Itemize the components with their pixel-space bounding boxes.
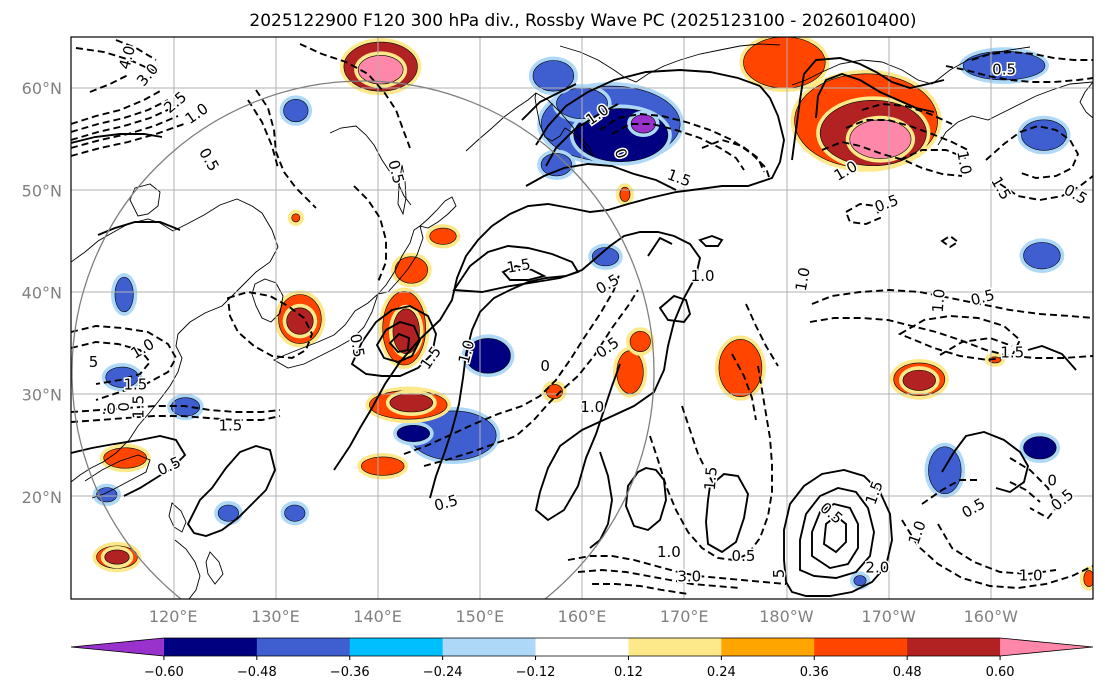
divergence-blob (853, 575, 867, 587)
longitude-tick-label: 160°E (558, 607, 607, 626)
divergence-blob (360, 456, 405, 476)
divergence-blob (619, 186, 631, 202)
colorbar-swatch (163, 638, 258, 656)
reference-circle (71, 80, 655, 599)
divergence-blob (389, 393, 434, 413)
contour-label: 0 (115, 402, 133, 412)
divergence-blob (629, 330, 651, 353)
rossby-wave-contours-positive (71, 57, 1077, 597)
colorbar-tick-label: 0.24 (707, 665, 736, 680)
contour-label: 0 (1047, 471, 1057, 489)
contour-label: 3.0 (677, 568, 701, 586)
divergence-blob (532, 60, 575, 92)
colorbar-tick-label: −0.48 (237, 665, 277, 680)
divergence-blob (291, 213, 301, 223)
colorbar-tick-label: 0.60 (986, 665, 1015, 680)
colorbar-tick-label: −0.36 (330, 665, 370, 680)
colorbar-tick-label: 0.48 (893, 665, 922, 680)
longitude-labels: 120°E 130°E 140°E 150°E 160°E 170°E 180°W 170°W… (149, 607, 1018, 626)
colorbar-swatch (535, 638, 629, 656)
colorbar-swatch (71, 638, 164, 656)
contour-label: 1.0 (953, 149, 975, 176)
divergence-blob (394, 256, 428, 284)
longitude-tick-label: 140°E (353, 607, 402, 626)
contour-label: 1.5 (129, 395, 147, 419)
colorbar-tick-label: 0.36 (800, 665, 829, 680)
contour-label: 1.0 (580, 398, 604, 416)
rossby-wave-contours-negative (71, 39, 1093, 595)
colorbar-swatch (442, 638, 537, 656)
latitude-tick-label: 50°N (22, 181, 62, 200)
contour-label: 1.0 (657, 543, 681, 561)
longitude-tick-label: 170°E (660, 607, 709, 626)
divergence-blob (104, 549, 130, 565)
divergence-blob (429, 227, 457, 245)
figure-title: 2025122900 F120 300 hPa div., Rossby Wav… (249, 11, 916, 31)
contour-label: 1.0 (1019, 566, 1043, 584)
colorbar-swatch (256, 638, 351, 656)
divergence-blob (591, 247, 620, 267)
contour-label: 2.0 (865, 558, 889, 576)
colorbar-swatch (907, 638, 1001, 656)
latitude-labels: 20°N 30°N 40°N 50°N 60°N (22, 79, 62, 507)
divergence-blob (988, 356, 1002, 364)
contour-label: 0.5 (732, 547, 756, 565)
contour-label: 1.0 (691, 267, 715, 285)
longitude-tick-label: 130°E (251, 607, 300, 626)
map-frame (70, 36, 1094, 600)
contour-label: 0 (540, 357, 550, 375)
divergence-blob (96, 487, 118, 503)
latitude-tick-label: 20°N (22, 488, 62, 507)
colorbar-swatch (628, 638, 722, 656)
contour-label: 1.5 (123, 375, 147, 393)
longitude-tick-label: 120°E (149, 607, 198, 626)
lat-lon-grid (71, 37, 1093, 599)
divergence-blob (357, 55, 404, 85)
contour-label: .0 (102, 400, 116, 418)
longitude-tick-label: 170°W (861, 607, 916, 626)
divergence-blob (396, 424, 431, 442)
divergence-blob (1021, 119, 1067, 151)
contour-label: 5 (89, 353, 99, 371)
divergence-blob (286, 307, 314, 335)
divergence-blob (1023, 436, 1057, 460)
colorbar-tick-label: −0.12 (516, 665, 556, 680)
divergence-blob (114, 276, 134, 313)
longitude-tick-label: 150°E (455, 607, 504, 626)
divergence-blob (217, 504, 239, 522)
divergence-blob (283, 99, 309, 123)
latitude-tick-label: 30°N (22, 386, 62, 405)
divergence-blob (103, 447, 147, 469)
colorbar-swatch (1000, 638, 1093, 656)
contour-label: 1.5 (701, 466, 721, 491)
divergence-blob (284, 504, 306, 522)
contour-label: 1.0 (929, 288, 949, 313)
contour-label: 0.5 (992, 61, 1016, 79)
divergence-blob (616, 350, 644, 394)
divergence-blob (902, 369, 936, 391)
colorbar-swatch (814, 638, 908, 656)
divergence-blob (105, 366, 139, 388)
divergence-blob (545, 384, 563, 400)
longitude-tick-label: 160°W (964, 607, 1019, 626)
contour-label: 1.5 (1000, 344, 1024, 362)
latitude-tick-label: 60°N (22, 79, 62, 98)
map-panel: 4.03.02.51.00.5 0.51.001.51.5 1.00.50.50.5… (71, 37, 1093, 599)
divergence-blob (928, 446, 962, 495)
colorbar-tick-label: −0.24 (423, 665, 463, 680)
contour-label: 1.5 (219, 416, 243, 434)
longitude-tick-label: 180°W (759, 607, 814, 626)
colorbar-tick-label: −0.60 (144, 665, 184, 680)
colorbar-swatch (721, 638, 815, 656)
colorbar: −0.60 −0.48 −0.36 −0.24 −0.12 0.12 0.24 0.36 0.4… (70, 637, 1094, 680)
divergence-blob (1083, 570, 1093, 588)
colorbar-tick-label: 0.12 (614, 665, 643, 680)
latitude-tick-label: 40°N (22, 283, 62, 302)
contour-label: 5 (770, 569, 788, 579)
divergence-blob (1023, 242, 1061, 270)
colorbar-swatch (349, 638, 444, 656)
